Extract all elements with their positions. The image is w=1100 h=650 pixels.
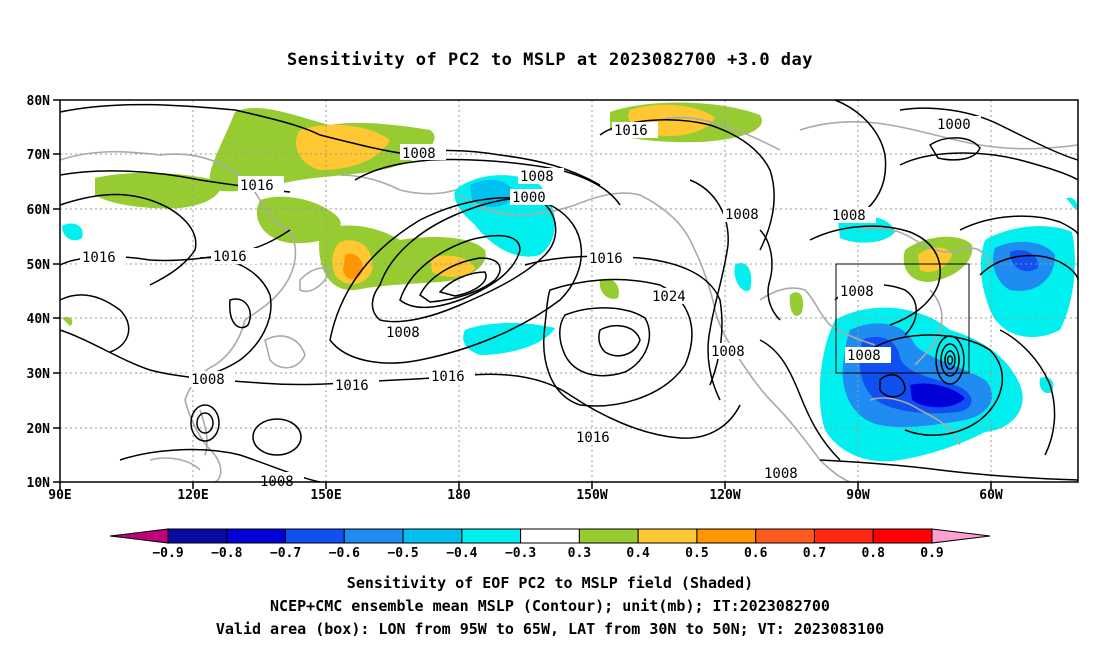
contour-label: 1016 [335,378,369,394]
colorbar-label: −0.9 [152,546,183,561]
colorbar: −0.9 −0.8 −0.7 −0.6 −0.5 −0.4 −0.3 0.3 0.4 0.5 0.6… [109,528,991,561]
colorbar-label: −0.4 [446,546,477,561]
lon-label-60w: 60W [979,488,1003,503]
colorbar-label: −0.7 [270,546,301,561]
lon-label-180: 180 [447,488,471,503]
colorbar-swatch [343,528,404,544]
shade-negative [62,223,83,241]
lat-label-80n: 80N [27,94,51,109]
contour-label: 1016 [82,250,116,266]
colorbar-arrow-low [109,528,169,544]
shade-negative [463,323,555,355]
colorbar-label: −0.8 [211,546,242,561]
axis-ticks [53,99,992,489]
colorbar-swatch [755,528,815,544]
colorbar-label: 0.9 [920,546,943,561]
colorbar-label: −0.5 [387,546,418,561]
colorbar-label: 0.6 [744,546,768,561]
lat-label-60n: 60N [27,203,51,218]
contour-label: 1016 [431,369,465,385]
colorbar-swatch [872,528,933,544]
lat-label-30n: 30N [27,367,51,382]
lon-label-120w: 120W [709,488,740,503]
shade-positive [789,292,804,316]
shade-positive [256,196,341,244]
shade-positive [599,278,619,299]
contour-label: 1008 [520,169,554,185]
colorbar-label: −0.3 [505,546,536,561]
shade-positive [343,253,363,280]
caption-shading: Sensitivity of EOF PC2 to MSLP field (Sh… [346,574,754,592]
contour-label: 1008 [191,372,225,388]
colorbar-swatch [167,528,228,544]
colorbar-label: 0.5 [685,546,708,561]
shade-negative [1039,376,1054,394]
colorbar-arrow-high [931,528,991,544]
colorbar-swatch [226,528,287,544]
map-frame [59,99,1079,483]
colorbar-label: 0.3 [568,546,591,561]
contour-label: 1008 [725,207,759,223]
colorbar-swatch [461,528,522,544]
colorbar-swatch [520,528,580,544]
contour-label: 1024 [652,289,686,305]
lat-label-10n: 10N [27,476,51,491]
shade-positive [918,247,952,273]
shade-positive [296,124,390,170]
shade-negative [734,262,752,291]
contour-label: 1008 [711,344,745,360]
mslp-contours [59,99,1079,483]
colorbar-label: 0.7 [803,546,826,561]
longitude-labels: 90E 120E 150E 180 150W 120W 90W 60W [48,488,1003,503]
lon-label-120e: 120E [177,488,208,503]
contour-label: 1016 [576,430,610,446]
lon-label-150e: 150E [310,488,341,503]
contour-label: 1008 [386,325,420,341]
colorbar-swatch [285,528,345,544]
contour-label: 1008 [840,284,874,300]
contour-label: 1016 [240,178,274,194]
lat-label-20n: 20N [27,422,51,437]
contour-label: 1008 [847,348,881,364]
colorbar-label: 0.8 [861,546,885,561]
contour-labels: 1008 1016 1016 1016 1008 1000 1008 1016 … [80,116,981,490]
latitude-labels: 80N 70N 60N 50N 40N 30N 20N 10N [27,94,51,491]
valid-area-box [835,263,970,374]
colorbar-swatch [402,528,463,544]
shade-negative [1066,197,1078,210]
colorbar-swatch [813,528,874,544]
contour-label: 1016 [614,123,648,139]
colorbar-swatch [696,528,757,544]
contour-label: 1000 [937,117,971,133]
shade-positive [95,172,221,209]
colorbar-label: 0.4 [626,546,650,561]
chart-title: Sensitivity of PC2 to MSLP at 2023082700… [286,50,813,70]
colorbar-swatch [578,528,639,544]
lat-label-40n: 40N [27,312,51,327]
colorbar-swatch [637,528,698,544]
colorbar-label: −0.6 [329,546,360,561]
lon-label-150w: 150W [576,488,607,503]
lon-label-90w: 90W [846,488,870,503]
caption-valid-area: Valid area (box): LON from 95W to 65W, L… [215,620,885,638]
shade-positive [62,316,73,326]
lat-label-50n: 50N [27,258,51,273]
lon-label-90e: 90E [48,488,71,503]
contour-label: 1016 [213,249,247,265]
shade-negative [910,383,965,408]
contour-label: 1008 [832,208,866,224]
lat-label-70n: 70N [27,148,51,163]
contour-label: 1008 [402,146,436,162]
contour-label: 1000 [512,190,546,206]
caption-contour: NCEP+CMC ensemble mean MSLP (Contour); u… [270,597,830,615]
shaded-sensitivity [62,102,1078,462]
contour-label: 1008 [764,466,798,482]
contour-label: 1016 [589,251,623,267]
